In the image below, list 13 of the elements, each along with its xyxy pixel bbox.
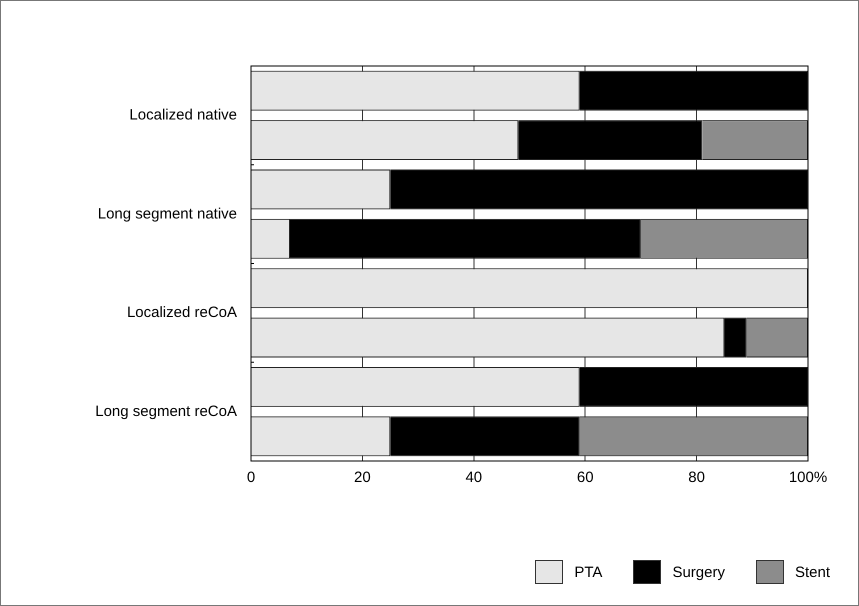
y-tick-label: Localized native: [129, 106, 237, 124]
x-tick-label: 0: [246, 469, 256, 486]
y-tick-label: Localized reCoA: [126, 304, 237, 322]
x-tick-label: 80: [688, 469, 705, 486]
x-tick-label: 40: [465, 469, 482, 486]
x-tick-label: 100%: [788, 469, 828, 486]
y-tick-label: Long segment reCoA: [95, 402, 237, 420]
x-tick-label: 20: [354, 469, 371, 486]
y-tick-label: Long segment native: [98, 205, 237, 222]
legend-label: Surgery: [672, 564, 725, 580]
x-tick-label: 60: [576, 469, 594, 486]
legend-label: Stent: [794, 564, 830, 580]
legend-label: PTA: [574, 564, 602, 580]
